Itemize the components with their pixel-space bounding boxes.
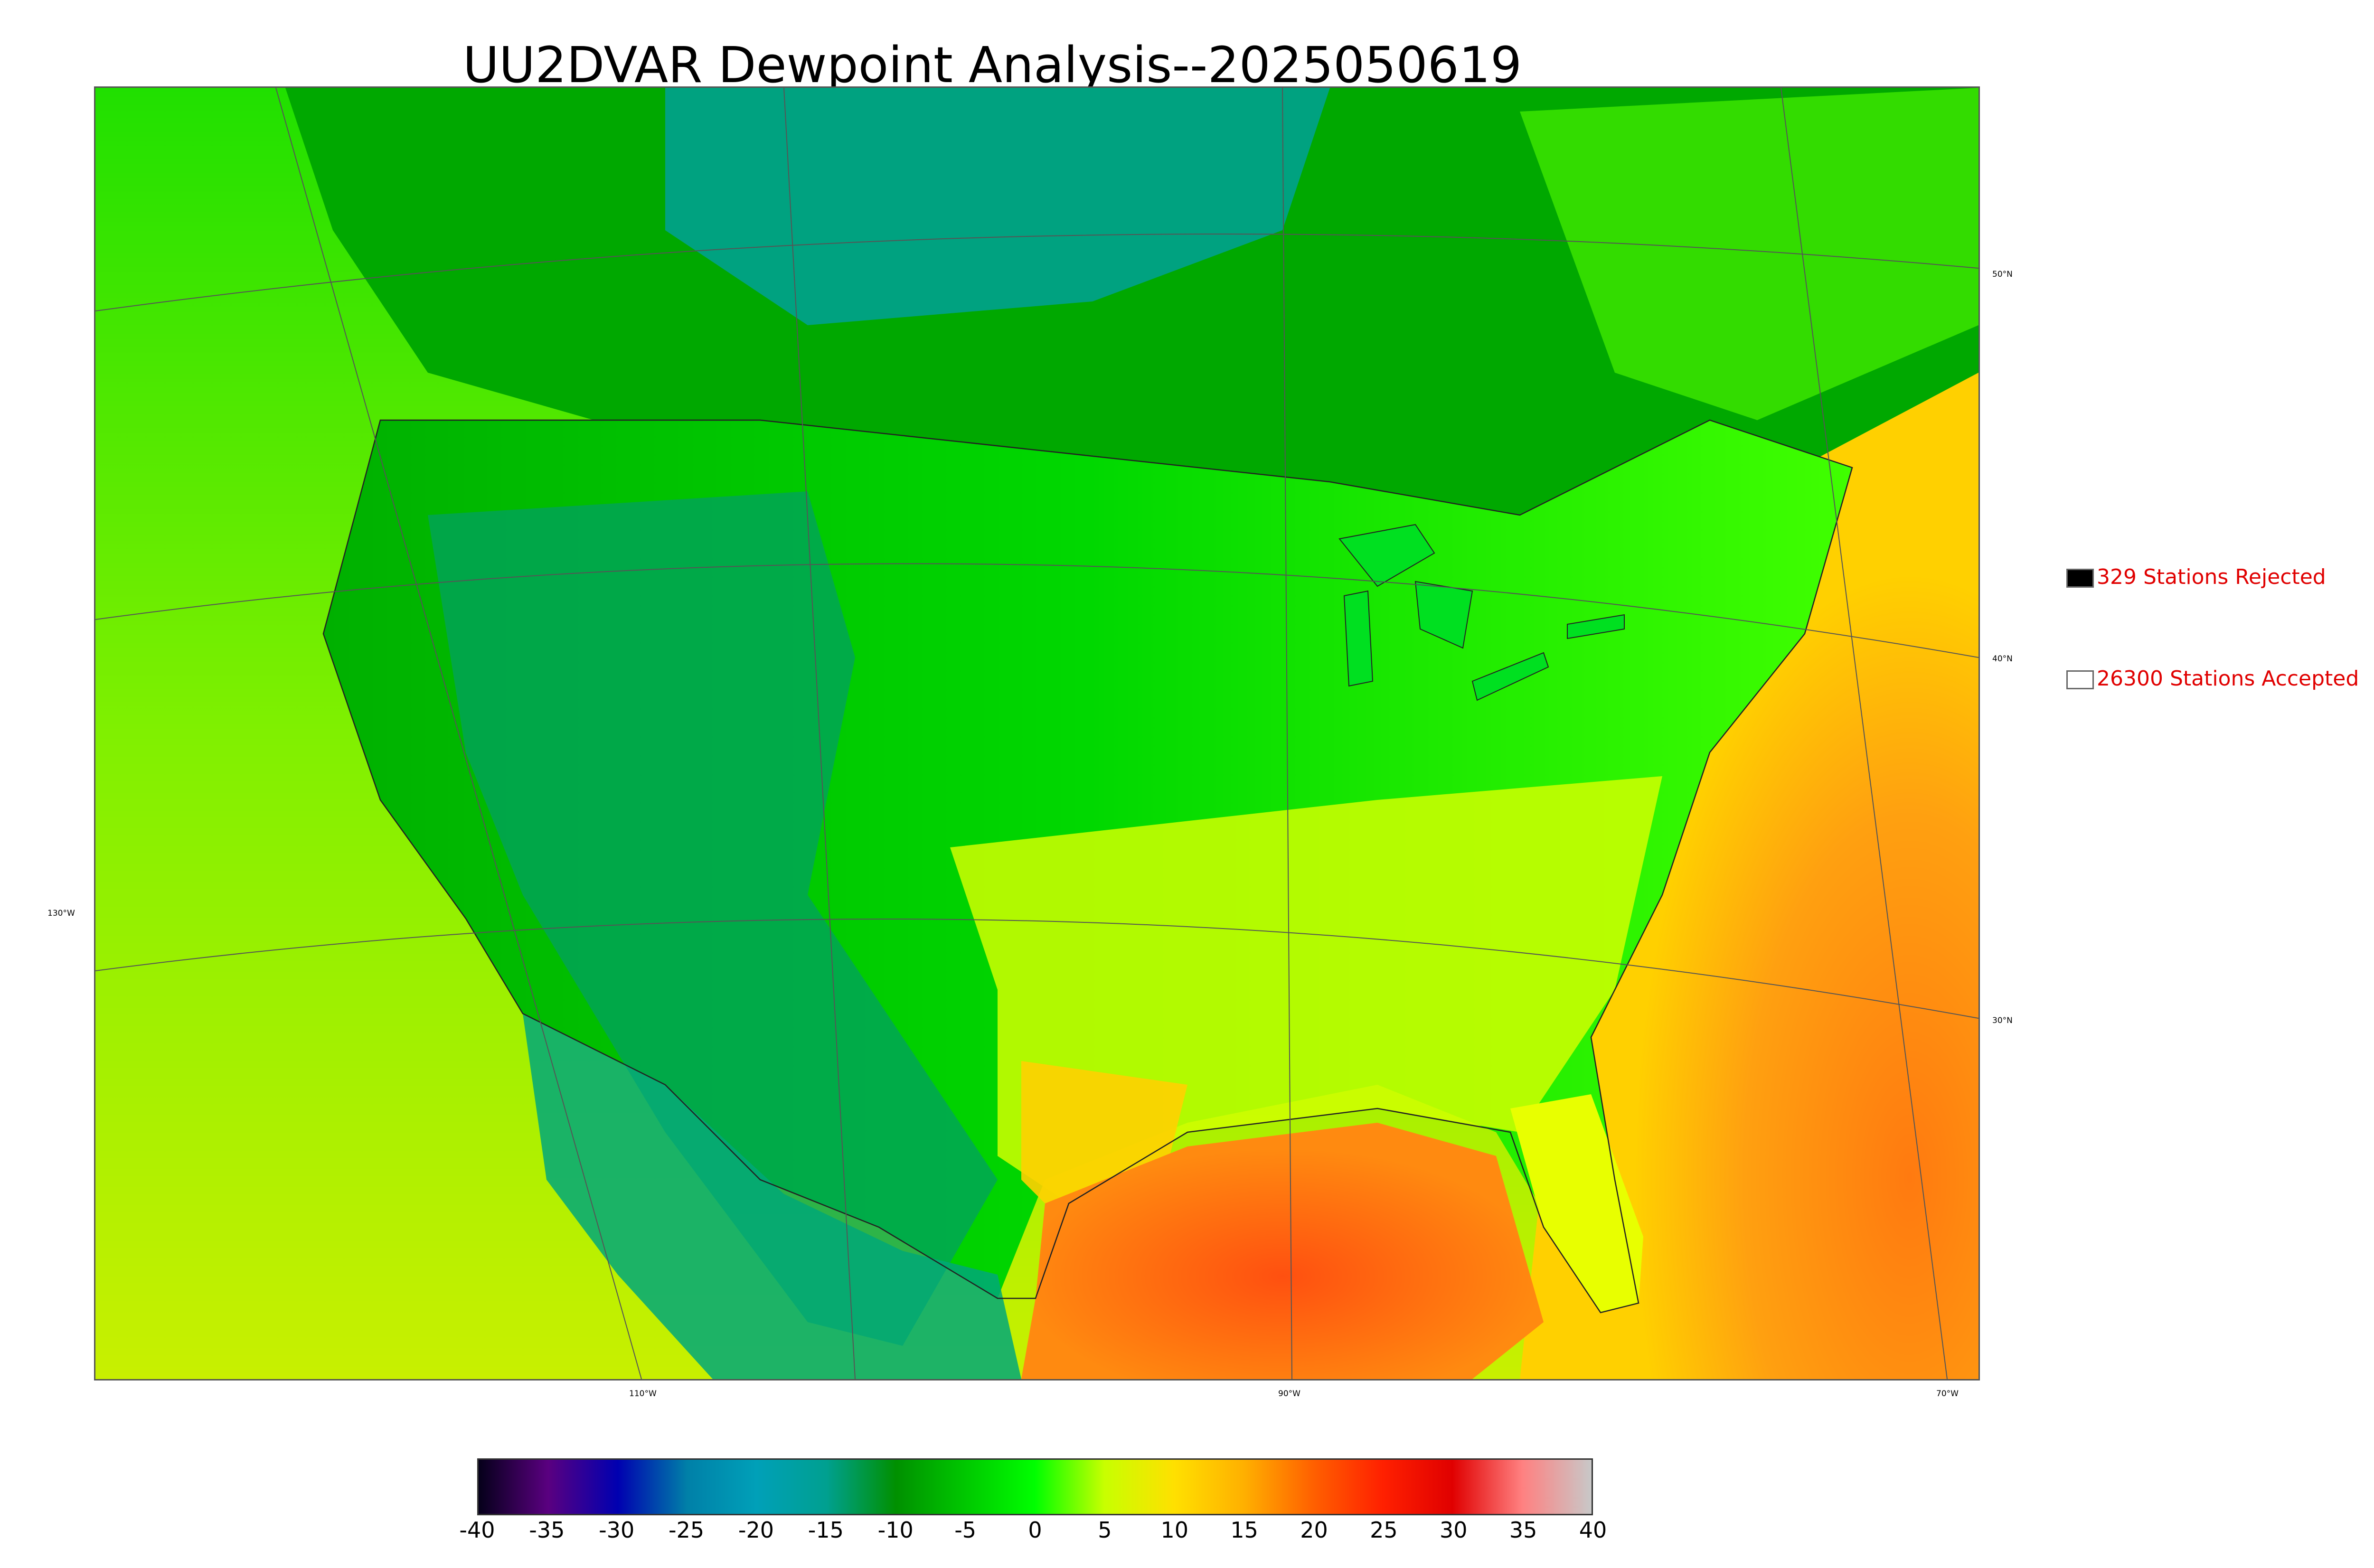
colorbar-tick-label: -25	[669, 1517, 705, 1543]
lat-label-50: 50°N	[1992, 270, 2013, 279]
colorbar-tick-label: -5	[954, 1517, 977, 1543]
quebec-region	[1520, 88, 1978, 420]
lake-michigan	[1343, 590, 1374, 687]
legend-rejected-label: 329 Stations Rejected	[2097, 565, 2326, 589]
colorbar-tick-label: 40	[1579, 1517, 1607, 1543]
lake-ontario	[1567, 614, 1625, 639]
longitude-line-100	[783, 88, 856, 1379]
longitude-line-70	[1780, 88, 1948, 1379]
legend-accepted-swatch	[2066, 670, 2094, 689]
colorbar-tick-label: -30	[599, 1517, 635, 1543]
colorbar-tick-label: -35	[529, 1517, 565, 1543]
colorbar-tick-label: 0	[1028, 1517, 1042, 1543]
mexico-land	[523, 1014, 1021, 1379]
colorbar-tick-label: 15	[1230, 1517, 1258, 1543]
colorbar-tick-label: 10	[1160, 1517, 1189, 1543]
gulf-of-mexico	[1021, 1123, 1544, 1379]
coastline	[322, 419, 1853, 1314]
atlantic-ocean	[1520, 373, 1978, 1379]
lon-label-90: 90°W	[1278, 1389, 1300, 1399]
legend-accepted-label: 26300 Stations Accepted	[2097, 667, 2359, 691]
page-title: UU2DVAR Dewpoint Analysis--2025050619	[462, 36, 1522, 94]
lat-label-40: 40°N	[1992, 654, 2013, 664]
cold-dry-region	[665, 88, 1330, 325]
lon-label-130: 130°W	[47, 909, 75, 918]
colorbar-tick-label: 35	[1509, 1517, 1537, 1543]
lon-label-70: 70°W	[1936, 1389, 1959, 1399]
colorbar-tick-label: 30	[1439, 1517, 1468, 1543]
lon-label-110: 110°W	[629, 1389, 657, 1399]
longitude-line-90	[1282, 88, 1292, 1379]
lake-erie	[1471, 652, 1549, 701]
legend-rejected-swatch	[2066, 569, 2094, 588]
colorbar-tick-label: -20	[738, 1517, 774, 1543]
dewpoint-map	[95, 88, 1978, 1379]
rockies-dry-zone	[428, 491, 998, 1346]
colorbar	[477, 1458, 1593, 1515]
colorbar-tick-label: 5	[1098, 1517, 1112, 1543]
lat-label-30: 30°N	[1992, 1016, 2013, 1025]
colorbar-tick-label: 20	[1300, 1517, 1328, 1543]
lake-superior	[1338, 524, 1435, 587]
map-panel	[94, 86, 1980, 1380]
colorbar-tick-label: 25	[1370, 1517, 1398, 1543]
colorbar-tick-label: -10	[877, 1517, 914, 1543]
colorbar-tick-label: -15	[808, 1517, 844, 1543]
colorbar-tick-label: -40	[459, 1517, 495, 1543]
latitude-line-40	[95, 563, 1978, 658]
graticule	[95, 88, 1978, 1379]
latitude-line-50	[95, 234, 1978, 311]
latitude-line-30	[95, 918, 1978, 1019]
longitude-line-110	[275, 88, 642, 1379]
